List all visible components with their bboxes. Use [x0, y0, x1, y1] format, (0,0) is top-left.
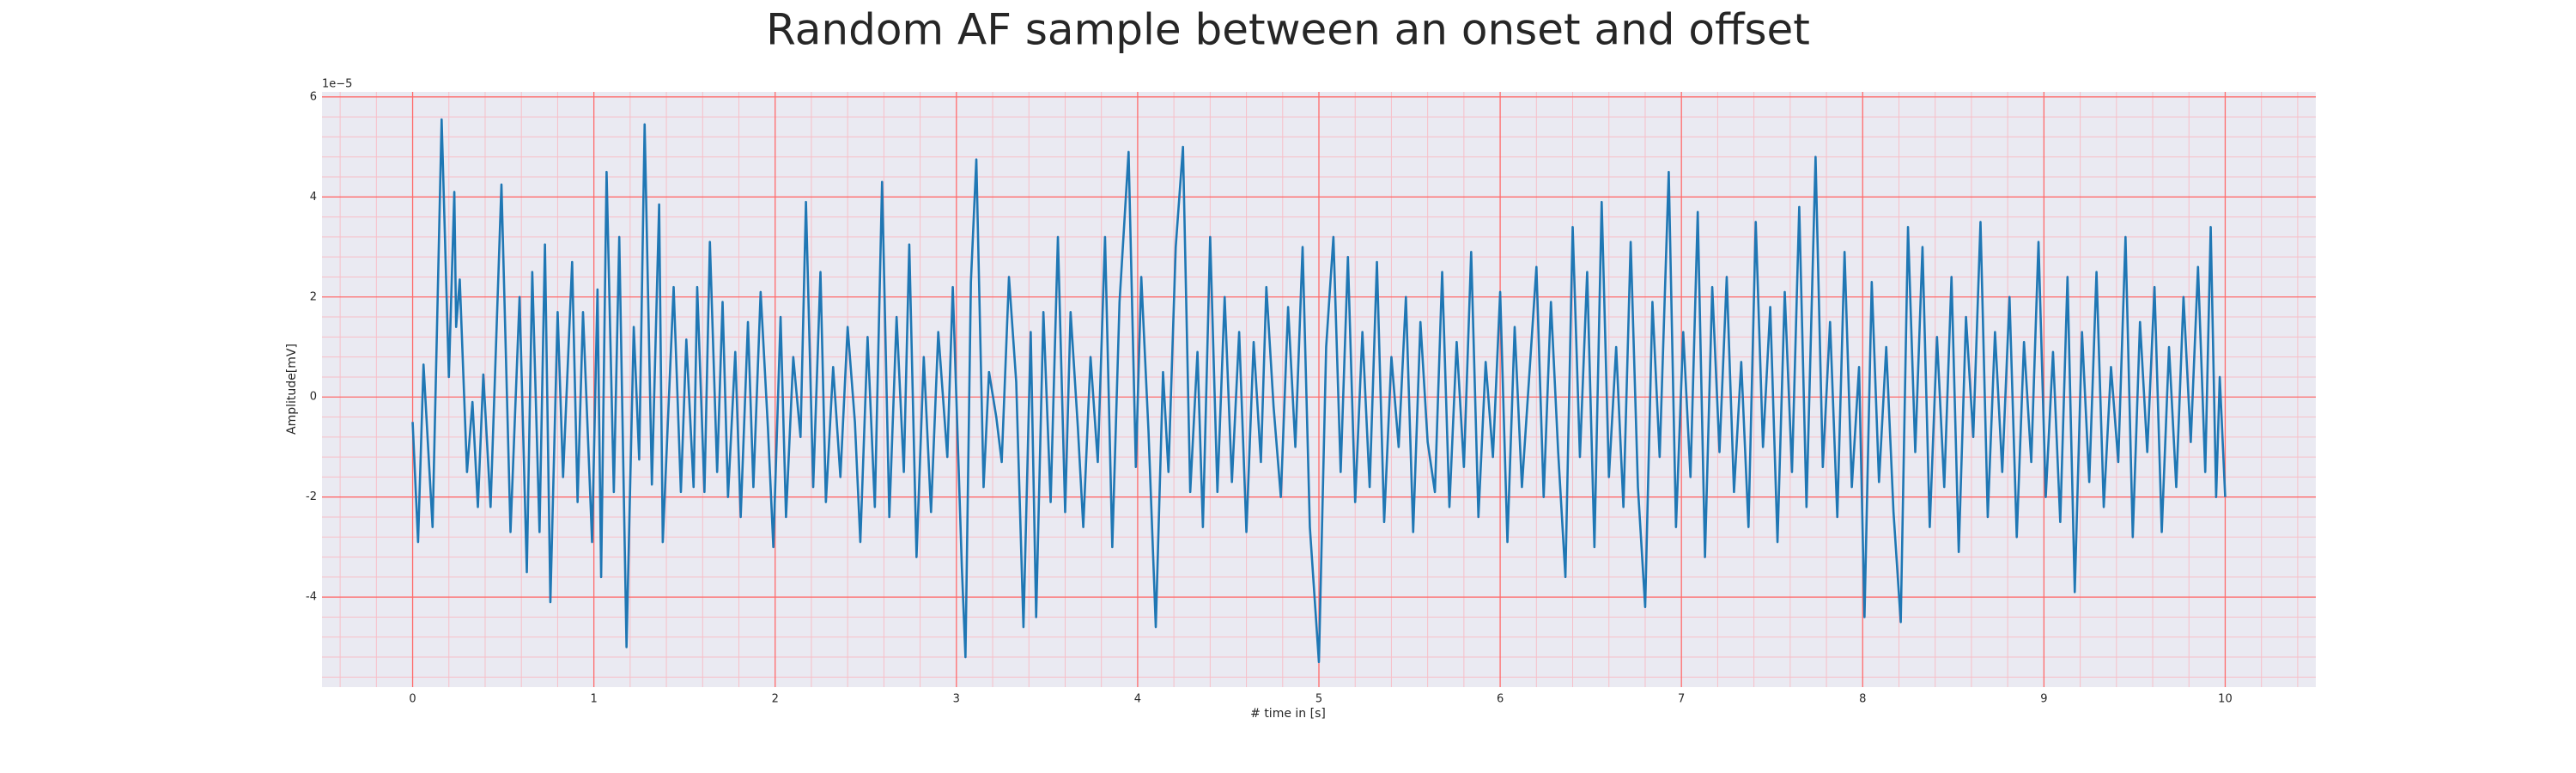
x-tick-label: 9 [2040, 693, 2047, 706]
x-tick-label: 7 [1678, 693, 1685, 706]
x-tick-label: 2 [772, 693, 779, 706]
x-tick-label: 4 [1134, 693, 1141, 706]
y-tick-label: 4 [310, 191, 317, 204]
x-tick-label: 6 [1497, 693, 1504, 706]
y-tick-label: 2 [310, 290, 317, 303]
y-tick-label: 0 [310, 391, 317, 404]
y-offset-text: 1e−5 [322, 78, 352, 91]
x-axis-label: # time in [s] [1250, 707, 1326, 721]
y-tick-label: -4 [306, 591, 317, 604]
x-tick-label: 10 [2218, 693, 2233, 706]
x-tick-label: 1 [590, 693, 597, 706]
x-tick-label: 5 [1315, 693, 1322, 706]
y-axis-label: Amplitude[mV] [285, 344, 299, 435]
y-tick-label: -2 [306, 490, 317, 503]
x-tick-label: 0 [409, 693, 416, 706]
signal-line [411, 118, 2227, 664]
chart-title: Random AF sample between an onset and of… [766, 5, 1810, 55]
x-tick-label: 3 [953, 693, 960, 706]
y-tick-label: 6 [310, 90, 317, 103]
x-tick-label: 8 [1859, 693, 1866, 706]
